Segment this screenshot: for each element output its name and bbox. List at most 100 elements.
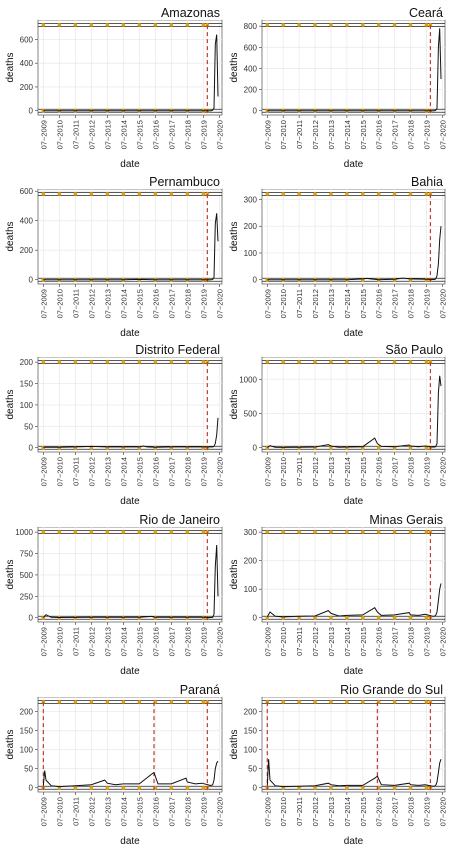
x-tick-label: 07−2015 <box>135 797 144 826</box>
marker-point <box>153 192 158 196</box>
x-axis-label: date <box>120 666 140 677</box>
y-axis-label: deaths <box>229 52 240 82</box>
marker-point <box>313 192 317 196</box>
marker-point <box>424 192 429 196</box>
marker-point <box>392 785 397 790</box>
marker-point <box>105 360 110 364</box>
marker-point <box>392 192 397 196</box>
y-tick-label: 200 <box>20 708 34 717</box>
x-tick-label: 07−2014 <box>119 457 128 486</box>
panel-rio-grande-do-sul: Rio Grande do Sul 0 50 100 150 200 07−2009 07−2… <box>229 682 447 847</box>
y-tick-label: 100 <box>244 746 258 755</box>
marker-point <box>121 785 126 790</box>
x-tick-label: 07−2016 <box>375 457 384 486</box>
y-tick-label: 200 <box>20 358 34 367</box>
x-tick-label: 07−2015 <box>135 627 144 656</box>
x-tick-label: 07−2019 <box>422 627 431 656</box>
x-tick-label: 07−2017 <box>167 289 176 318</box>
x-tick-label: 07−2012 <box>87 627 96 656</box>
marker-point <box>313 530 317 534</box>
x-tick-label: 07−2010 <box>279 627 288 656</box>
panel-cear-: Ceará 0 200 400 600 800 07−2009 07−2010 07−2011 0… <box>229 5 447 170</box>
y-tick-label: 50 <box>24 422 33 431</box>
marker-point <box>185 700 190 704</box>
x-tick-label: 07−2010 <box>279 289 288 318</box>
x-tick-label: 07−2019 <box>199 457 208 486</box>
x-tick-label: 07−2020 <box>215 457 224 486</box>
x-tick-label: 07−2015 <box>135 289 144 318</box>
marker-point <box>313 615 317 620</box>
x-tick-label: 07−2019 <box>422 120 431 149</box>
marker-point <box>137 785 142 790</box>
x-tick-label: 07−2017 <box>391 627 400 656</box>
marker-point <box>105 700 110 704</box>
marker-point <box>121 360 126 364</box>
x-tick-label: 07−2010 <box>55 120 64 149</box>
x-tick-label: 07−2010 <box>279 120 288 149</box>
x-tick-label: 07−2009 <box>263 627 272 656</box>
x-tick-label: 07−2012 <box>311 457 320 486</box>
plot-area <box>261 356 446 453</box>
x-tick-label: 07−2020 <box>438 627 447 656</box>
x-tick-label: 07−2017 <box>167 120 176 149</box>
y-axis-label: deaths <box>5 389 16 419</box>
marker-point <box>185 785 190 790</box>
panel-title-strip <box>262 174 445 189</box>
x-axis-label: date <box>344 836 364 847</box>
x-tick-label: 07−2018 <box>183 797 192 826</box>
y-tick-label: 300 <box>244 528 258 537</box>
x-tick-label: 07−2011 <box>71 797 80 826</box>
y-tick-label: 200 <box>20 83 34 92</box>
marker-point <box>153 360 158 364</box>
marker-point <box>345 785 349 790</box>
x-tick-label: 07−2009 <box>263 457 272 486</box>
x-tick-label: 07−2012 <box>311 120 320 149</box>
marker-point <box>73 360 78 364</box>
marker-point <box>169 23 174 27</box>
panel-title: Minas Gerais <box>369 513 443 527</box>
x-tick-label: 07−2018 <box>407 289 416 318</box>
y-tick-label: 750 <box>20 550 34 559</box>
marker-point <box>329 785 333 790</box>
plot-area <box>261 19 446 116</box>
plot-area <box>37 526 223 623</box>
y-tick-label: 1000 <box>15 528 33 537</box>
marker-point <box>281 700 286 704</box>
marker-point <box>329 445 333 450</box>
x-tick-label: 07−2017 <box>167 797 176 826</box>
x-axis-label: date <box>120 836 140 847</box>
x-tick-label: 07−2019 <box>199 120 208 149</box>
panel-title: Rio de Janeiro <box>139 513 220 527</box>
x-axis-label: date <box>344 496 364 507</box>
marker-point <box>137 530 142 534</box>
y-tick-label: 0 <box>253 614 258 623</box>
marker-point <box>153 530 158 534</box>
marker-point <box>89 785 94 790</box>
x-tick-label: 07−2011 <box>295 120 304 149</box>
y-tick-label: 100 <box>244 249 258 258</box>
x-tick-label: 07−2017 <box>391 797 400 826</box>
x-tick-label: 07−2020 <box>438 457 447 486</box>
panel-title-strip <box>38 5 222 20</box>
x-tick-label: 07−2015 <box>359 289 368 318</box>
x-tick-label: 07−2011 <box>71 120 80 149</box>
panel-minas-gerais: Minas Gerais 0 100 200 300 07−2009 07−2010 07−2… <box>229 512 447 677</box>
panel-title-strip <box>38 682 222 697</box>
y-tick-label: 150 <box>20 727 34 736</box>
marker-point <box>329 530 333 534</box>
x-tick-label: 07−2012 <box>311 627 320 656</box>
x-tick-label: 07−2011 <box>295 627 304 656</box>
panel-paran-: Paraná 0 50 100 150 200 07−2009 07−2010 07−2011 0… <box>5 682 224 847</box>
series-line <box>266 759 442 788</box>
x-tick-label: 07−2009 <box>39 457 48 486</box>
x-tick-label: 07−2015 <box>359 457 368 486</box>
x-tick-label: 07−2017 <box>391 289 400 318</box>
marker-point <box>360 700 365 704</box>
marker-point <box>424 700 429 704</box>
panel-title: Rio Grande do Sul <box>340 683 443 697</box>
x-tick-label: 07−2014 <box>343 797 352 826</box>
x-tick-label: 07−2013 <box>327 120 336 149</box>
x-tick-label: 07−2018 <box>183 120 192 149</box>
plot-area <box>37 696 223 793</box>
x-tick-label: 07−2016 <box>151 120 160 149</box>
